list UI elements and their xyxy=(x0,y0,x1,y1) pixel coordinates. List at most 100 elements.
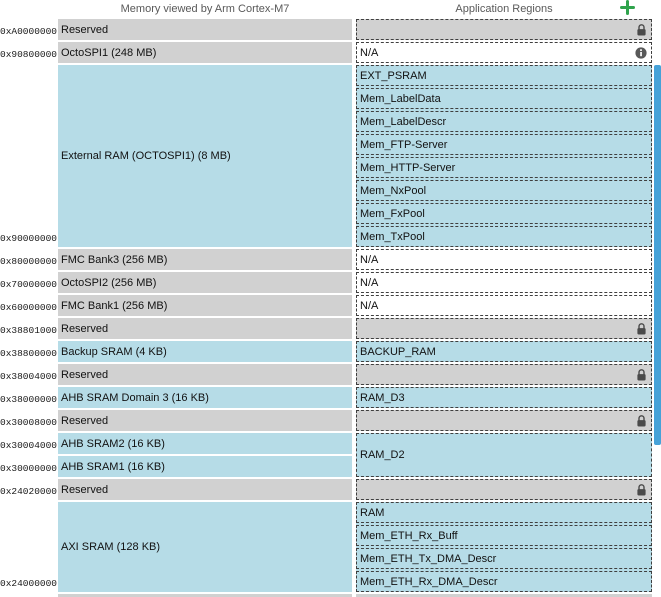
memory-region-fmc-bank1[interactable]: FMC Bank1 (256 MB) xyxy=(58,295,352,316)
memory-region-label: Reserved xyxy=(61,23,109,36)
app-region-label: RAM xyxy=(360,506,385,519)
address-label: 0x60000000 xyxy=(0,302,58,313)
memory-region-ahb-sram2[interactable]: AHB SRAM2 (16 KB) xyxy=(58,433,352,454)
app-region-label: BACKUP_RAM xyxy=(360,345,436,358)
add-region-button[interactable] xyxy=(619,0,635,16)
memory-region-octospi1[interactable]: OctoSPI1 (248 MB) xyxy=(58,42,352,63)
app-region-label: N/A xyxy=(360,253,379,266)
app-region-reserved[interactable] xyxy=(356,19,652,40)
memory-region-external-ram[interactable]: External RAM (OCTOSPI1) (8 MB) xyxy=(58,65,352,247)
app-region-mem-eth-tx-dma-descr[interactable]: Mem_ETH_Tx_DMA_Descr xyxy=(356,548,652,569)
info-icon[interactable] xyxy=(635,46,647,59)
app-region-na[interactable]: N/A xyxy=(356,272,652,293)
memory-region-label: AHB SRAM Domain 3 (16 KB) xyxy=(61,391,209,404)
memory-column-header: Memory viewed by Arm Cortex-M7 xyxy=(120,3,290,15)
memory-region-ahb-sram-d3[interactable]: AHB SRAM Domain 3 (16 KB) xyxy=(58,387,352,408)
app-region-label: Mem_ETH_Rx_DMA_Descr xyxy=(360,575,498,588)
app-region-reserved[interactable] xyxy=(356,410,652,431)
app-region-label: Mem_HTTP-Server xyxy=(360,161,456,174)
memory-region-label: Reserved xyxy=(61,368,109,381)
app-region-label: EXT_PSRAM xyxy=(360,69,427,82)
vertical-scrollbar-thumb[interactable] xyxy=(654,65,661,445)
regions-column-header: Application Regions xyxy=(455,3,553,15)
app-region-reserved[interactable] xyxy=(356,318,652,339)
memory-region-label: FMC Bank1 (256 MB) xyxy=(61,299,168,312)
memory-region-label: AHB SRAM1 (16 KB) xyxy=(61,460,165,473)
address-label: 0x38000000 xyxy=(0,394,58,405)
app-region-label: Mem_LabelData xyxy=(360,92,441,105)
memory-region-label: Reserved xyxy=(61,483,109,496)
memory-region-label: AHB SRAM2 (16 KB) xyxy=(61,437,165,450)
app-region-mem-eth-rx-dma-descr[interactable]: Mem_ETH_Rx_DMA_Descr xyxy=(356,571,652,592)
app-region-mem-ftp-server[interactable]: Mem_FTP-Server xyxy=(356,134,652,155)
address-label: 0x24020000 xyxy=(0,486,58,497)
app-region-group-axi-sram: RAM Mem_ETH_Rx_Buff Mem_ETH_Tx_DMA_Descr… xyxy=(356,502,652,592)
app-region-label: Mem_TxPool xyxy=(360,230,425,243)
app-region-ram[interactable]: RAM xyxy=(356,502,652,523)
app-region-label: Mem_ETH_Tx_DMA_Descr xyxy=(360,552,497,565)
app-region-label: N/A xyxy=(360,299,379,312)
app-region-mem-labeldescr[interactable]: Mem_LabelDescr xyxy=(356,111,652,132)
memory-region-label: Reserved xyxy=(61,414,109,427)
lock-icon xyxy=(636,23,647,36)
memory-region-label: AXI SRAM (128 KB) xyxy=(61,541,161,553)
app-region-label: Mem_FxPool xyxy=(360,207,425,220)
app-region-label: Mem_ETH_Rx_Buff xyxy=(360,529,458,542)
lock-icon xyxy=(636,414,647,427)
memory-region-reserved[interactable]: Reserved xyxy=(58,19,352,40)
app-region-partial[interactable] xyxy=(356,594,652,597)
app-region-mem-fxpool[interactable]: Mem_FxPool xyxy=(356,203,652,224)
app-region-reserved[interactable] xyxy=(356,479,652,500)
app-region-label: RAM_D3 xyxy=(360,391,405,404)
address-label: 0x90000000 xyxy=(0,233,58,244)
lock-icon xyxy=(636,322,647,335)
memory-region-axi-sram[interactable]: AXI SRAM (128 KB) xyxy=(58,502,352,592)
app-region-backup-ram[interactable]: BACKUP_RAM xyxy=(356,341,652,362)
memory-region-label: OctoSPI1 (248 MB) xyxy=(61,46,157,59)
app-region-label: Mem_LabelDescr xyxy=(360,115,447,128)
address-label: 0x30000000 xyxy=(0,463,58,474)
app-region-label: Mem_NxPool xyxy=(360,184,427,197)
address-label: 0xA0000000 xyxy=(0,26,58,37)
address-label: 0x24000000 xyxy=(0,578,58,589)
app-region-ram-d2[interactable]: RAM_D2 xyxy=(356,433,652,477)
memory-region-octospi2[interactable]: OctoSPI2 (256 MB) xyxy=(58,272,352,293)
memory-region-label: FMC Bank3 (256 MB) xyxy=(61,253,168,266)
app-region-mem-http-server[interactable]: Mem_HTTP-Server xyxy=(356,157,652,178)
address-label: 0x80000000 xyxy=(0,256,58,267)
memory-region-reserved[interactable]: Reserved xyxy=(58,410,352,431)
plus-icon xyxy=(619,0,635,18)
app-region-reserved[interactable] xyxy=(356,364,652,385)
app-region-label: N/A xyxy=(360,276,379,289)
app-region-ram-d3[interactable]: RAM_D3 xyxy=(356,387,652,408)
app-region-label: Mem_FTP-Server xyxy=(360,138,448,151)
memory-region-reserved[interactable]: Reserved xyxy=(58,479,352,500)
memory-region-backup-sram[interactable]: Backup SRAM (4 KB) xyxy=(58,341,352,362)
memory-region-label: External RAM (OCTOSPI1) (8 MB) xyxy=(61,150,231,162)
app-region-label: RAM_D2 xyxy=(360,449,405,461)
app-region-na[interactable]: N/A xyxy=(356,295,652,316)
memory-region-partial[interactable] xyxy=(58,594,352,597)
address-label: 0x30008000 xyxy=(0,417,58,428)
app-region-ext-psram[interactable]: EXT_PSRAM xyxy=(356,65,652,86)
memory-region-label: OctoSPI2 (256 MB) xyxy=(61,276,157,289)
memory-region-label: Reserved xyxy=(61,322,109,335)
address-label: 0x38800000 xyxy=(0,348,58,359)
app-region-mem-txpool[interactable]: Mem_TxPool xyxy=(356,226,652,247)
app-region-na[interactable]: N/A xyxy=(356,249,652,270)
memory-region-label: Backup SRAM (4 KB) xyxy=(61,345,167,358)
app-region-mem-nxpool[interactable]: Mem_NxPool xyxy=(356,180,652,201)
app-region-mem-eth-rx-buff[interactable]: Mem_ETH_Rx_Buff xyxy=(356,525,652,546)
memory-region-reserved[interactable]: Reserved xyxy=(58,318,352,339)
memory-region-fmc-bank3[interactable]: FMC Bank3 (256 MB) xyxy=(58,249,352,270)
app-region-mem-labeldata[interactable]: Mem_LabelData xyxy=(356,88,652,109)
address-label: 0x38004000 xyxy=(0,371,58,382)
memory-region-reserved[interactable]: Reserved xyxy=(58,364,352,385)
address-label: 0x90800000 xyxy=(0,49,58,60)
memory-region-ahb-sram1[interactable]: AHB SRAM1 (16 KB) xyxy=(58,456,352,477)
address-label: 0x38801000 xyxy=(0,325,58,336)
app-region-na[interactable]: N/A xyxy=(356,42,652,63)
address-label: 0x70000000 xyxy=(0,279,58,290)
lock-icon xyxy=(636,483,647,496)
